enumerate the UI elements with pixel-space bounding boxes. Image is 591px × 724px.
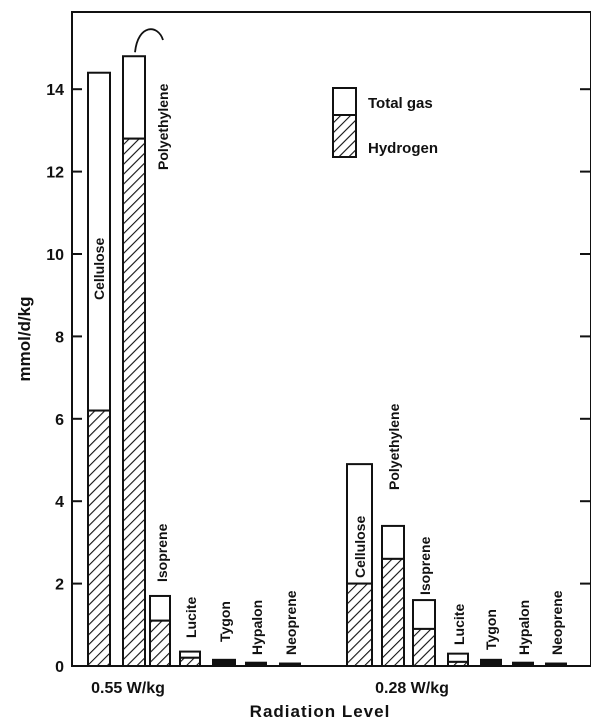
- bar-label-hypalon-055: Hypalon: [249, 600, 265, 655]
- bar-labels: Cellulose Polyethylene Isoprene Lucite Tygon…: [91, 83, 565, 655]
- bar-hydrogen-cellulose-055: [87, 409, 111, 667]
- legend-swatch-hydrogen: [332, 114, 357, 158]
- bar-total-polyethylene-028: [381, 524, 405, 560]
- y-tick-label-2: 2: [55, 577, 64, 594]
- group-label-0.28: 0.28 W/kg: [375, 680, 449, 697]
- bar-label-tygon-055: Tygon: [217, 601, 233, 642]
- bar-label-hypalon-028: Hypalon: [516, 600, 532, 655]
- bars: [87, 55, 567, 668]
- bar-total-polyethylene-055: [122, 55, 146, 140]
- legend-label-total: Total gas: [368, 95, 433, 112]
- bar-label-polyethylene-055: Polyethylene: [155, 83, 171, 170]
- bar-hydrogen-hypalon-055: [245, 661, 267, 667]
- bar-label-cellulose-055: Cellulose: [91, 238, 107, 300]
- bar-total-cellulose-028: [346, 463, 373, 585]
- legend: Total gas Hydrogen: [332, 87, 438, 158]
- y-axis-ticks: 0 2 4 6 8 10 12 14: [46, 82, 82, 676]
- bar-hydrogen-isoprene-055: [149, 619, 171, 667]
- bar-label-lucite-055: Lucite: [183, 597, 199, 638]
- bar-hydrogen-hypalon-028: [512, 661, 534, 667]
- bar-hydrogen-tygon-055: [212, 658, 236, 668]
- bar-label-neoprene-028: Neoprene: [549, 590, 565, 655]
- bar-hydrogen-neoprene-055: [279, 662, 301, 668]
- bar-hydrogen-polyethylene-055: [122, 137, 146, 667]
- bar-label-cellulose-028: Cellulose: [352, 516, 368, 578]
- bar-hydrogen-polyethylene-028: [381, 557, 405, 668]
- y-tick-label-4: 4: [55, 494, 64, 511]
- legend-label-hydrogen: Hydrogen: [368, 140, 438, 157]
- y-tick-label-8: 8: [55, 329, 64, 346]
- y-tick-label-14: 14: [46, 82, 64, 99]
- legend-swatch-total: [332, 87, 357, 116]
- bar-total-isoprene-028: [412, 599, 436, 630]
- y-tick-label-6: 6: [55, 412, 64, 429]
- polyethylene-label-connector: [134, 28, 164, 53]
- x-axis-title: Radiation Level: [250, 702, 391, 721]
- bar-label-tygon-028: Tygon: [483, 609, 499, 650]
- bar-hydrogen-lucite-055: [179, 656, 201, 668]
- group-label-0.55: 0.55 W/kg: [91, 680, 165, 697]
- bar-hydrogen-lucite-028: [447, 660, 469, 668]
- bar-hydrogen-tygon-028: [480, 658, 502, 668]
- right-axis-ticks: [580, 88, 591, 585]
- plot-frame: [71, 11, 591, 667]
- bar-label-neoprene-055: Neoprene: [283, 590, 299, 655]
- y-tick-label-12: 12: [46, 165, 64, 182]
- bar-total-lucite-028: [447, 652, 469, 663]
- bar-total-isoprene-055: [149, 594, 171, 622]
- bar-hydrogen-isoprene-028: [412, 627, 436, 667]
- bar-label-isoprene-028: Isoprene: [417, 536, 433, 595]
- y-tick-label-10: 10: [46, 247, 64, 264]
- bar-label-lucite-028: Lucite: [451, 604, 467, 645]
- bar-hydrogen-neoprene-028: [545, 662, 567, 668]
- y-tick-label-0: 0: [55, 659, 64, 676]
- bar-label-isoprene-055: Isoprene: [154, 523, 170, 582]
- bar-hydrogen-cellulose-028: [346, 582, 373, 667]
- y-axis-title: mmol/d/kg: [15, 296, 34, 381]
- bar-label-polyethylene-028: Polyethylene: [386, 403, 402, 490]
